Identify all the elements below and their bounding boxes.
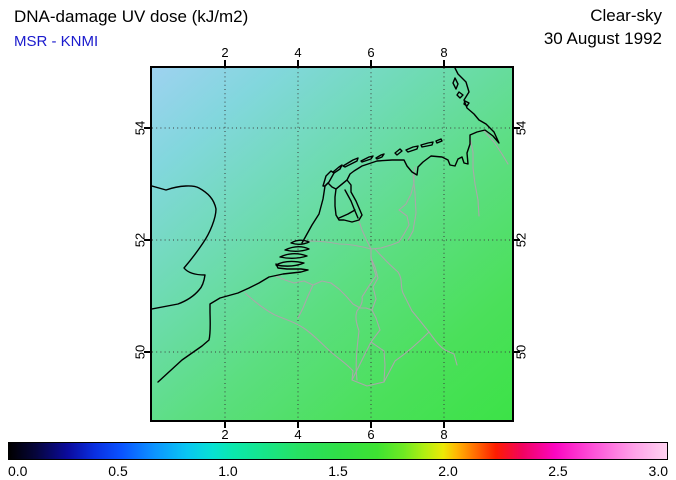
axis-tick — [443, 422, 445, 428]
map-overlay — [152, 68, 512, 420]
colorbar-tick-label: 1.0 — [218, 463, 238, 479]
axis-tick — [370, 60, 372, 66]
island-voorne — [290, 239, 310, 245]
island-schiermonnikoog — [375, 153, 385, 160]
river-moselle — [383, 331, 430, 383]
axis-tick — [224, 60, 226, 66]
lat-tick-label-left: 52 — [132, 232, 148, 248]
polder-dike-1 — [344, 189, 359, 219]
coast-england — [152, 185, 217, 310]
lon-tick-label-top: 2 — [221, 45, 229, 60]
colorbar — [8, 442, 668, 460]
border-netherlands-germany — [370, 166, 416, 311]
lat-tick-label-left: 50 — [132, 344, 148, 360]
lon-tick-label-bottom: 2 — [221, 427, 229, 442]
polder-dike-2 — [338, 209, 356, 219]
colorbar-tick-label: 2.0 — [438, 463, 458, 479]
border-belgium-germany — [370, 309, 381, 343]
river-ems — [407, 174, 417, 241]
island-pellworm — [463, 100, 470, 107]
date-label: 30 August 1992 — [543, 29, 662, 48]
border-france-belgium — [244, 292, 354, 381]
axis-tick — [370, 422, 372, 428]
island-terschelling — [342, 157, 359, 168]
axis-tick — [224, 422, 226, 428]
lat-tick-label-right: 54 — [513, 120, 529, 136]
island-walcheren — [275, 260, 305, 267]
island-borkum — [394, 148, 403, 156]
lat-tick-label-right: 52 — [513, 232, 529, 248]
lon-tick-label-bottom: 4 — [294, 427, 302, 442]
lon-tick-label-top: 4 — [294, 45, 302, 60]
coast-holland-wadden-germany — [301, 68, 500, 244]
island-sylt — [452, 77, 459, 90]
lon-tick-label-bottom: 6 — [367, 427, 375, 442]
lon-tick-label-top: 8 — [440, 45, 448, 60]
page-title: DNA-damage UV dose (kJ/m2) — [14, 7, 249, 26]
axis-tick — [297, 422, 299, 428]
river-scheldt — [297, 284, 314, 319]
border-netherlands-belgium — [274, 275, 373, 311]
island-wangerooge — [435, 138, 443, 144]
axis-tick — [443, 60, 445, 66]
axis-tick — [514, 127, 520, 129]
river-weser — [469, 137, 480, 217]
colorbar-tick-label: 0.5 — [108, 463, 128, 479]
lon-tick-label-bottom: 8 — [440, 427, 448, 442]
axis-tick — [514, 351, 520, 353]
map-frame: 2 4 6 8 2 4 6 8 54 52 50 54 52 50 — [133, 46, 529, 442]
island-ameland — [360, 155, 374, 163]
colorbar-tick-label: 3.0 — [648, 463, 668, 479]
axis-tick — [297, 60, 299, 66]
lon-tick-label-top: 6 — [367, 45, 375, 60]
axis-tick — [144, 239, 150, 241]
source-label: MSR - KNMI — [14, 33, 99, 50]
lat-tick-label-right: 50 — [513, 344, 529, 360]
lat-tick-label-left: 54 — [132, 120, 148, 136]
axis-tick — [144, 351, 150, 353]
lake-ijsselmeer — [334, 179, 363, 223]
colorbar-tick-label: 0.0 — [8, 463, 28, 479]
island-langeoog — [420, 141, 434, 148]
island-schouwen — [279, 253, 308, 259]
gridline-layer — [152, 68, 512, 420]
island-vlieland — [332, 164, 343, 174]
axis-tick — [514, 239, 520, 241]
river-rhine — [374, 248, 458, 366]
river-meuse — [355, 255, 377, 381]
sky-condition-label: Clear-sky — [590, 6, 662, 25]
island-norderney — [405, 145, 419, 153]
colorbar-tick-label: 2.5 — [548, 463, 568, 479]
island-amrum — [456, 91, 464, 99]
uv-dose-field — [152, 68, 512, 420]
river-elbe — [483, 130, 509, 165]
river-ijssel — [358, 220, 372, 250]
colorbar-tick-label: 1.5 — [328, 463, 348, 479]
axis-tick — [144, 127, 150, 129]
coastline-layer — [152, 68, 500, 383]
coast-france-belgium-zeeland — [157, 263, 309, 383]
colorbar-labels: 0.0 0.5 1.0 1.5 2.0 2.5 3.0 — [8, 463, 668, 479]
river-waal — [301, 240, 372, 250]
border-river-layer — [244, 130, 509, 387]
island-goeree — [284, 246, 310, 252]
